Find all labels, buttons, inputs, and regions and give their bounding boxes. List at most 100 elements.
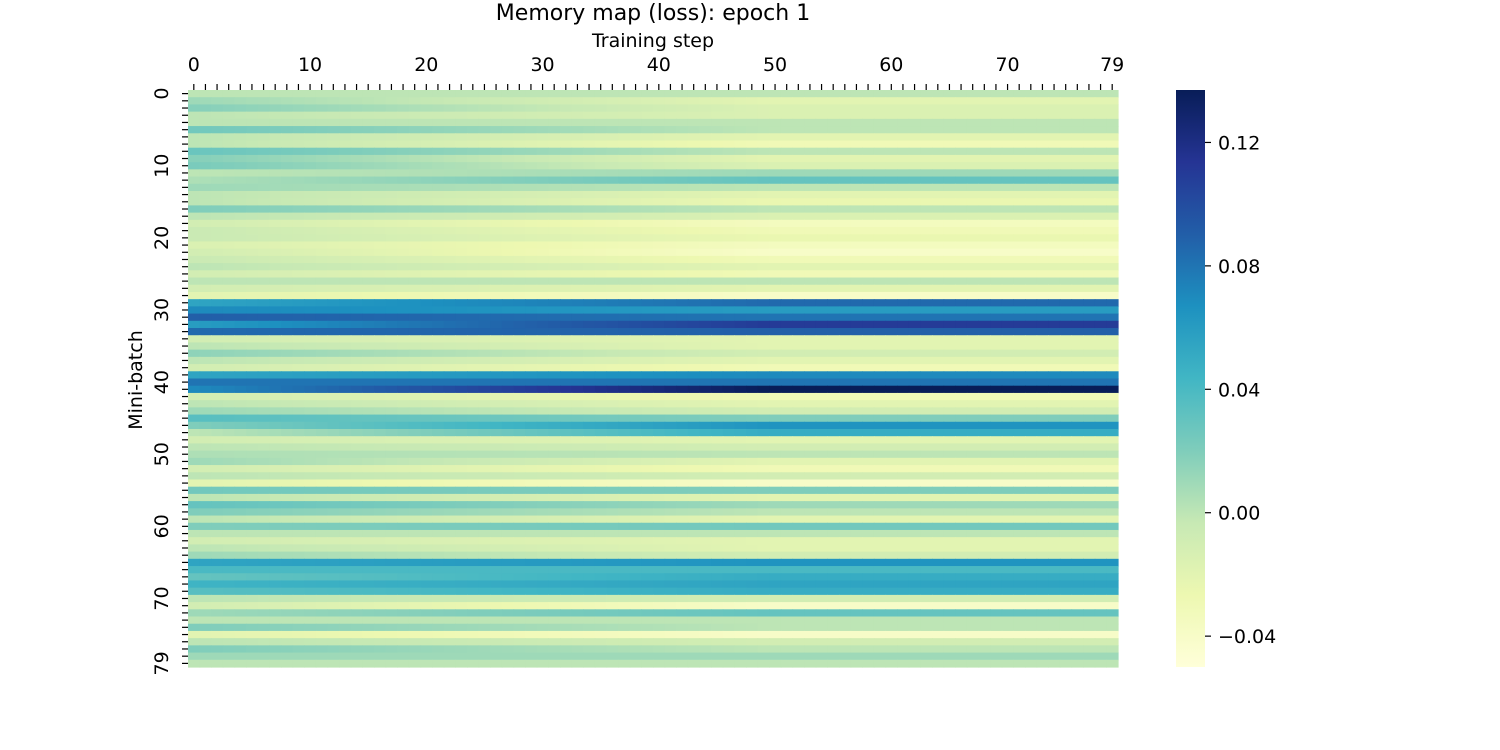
heatmap-cell — [420, 140, 433, 149]
heatmap-cell — [525, 529, 538, 538]
heatmap-cell — [292, 522, 305, 531]
heatmap-cell — [583, 529, 596, 538]
heatmap-cell — [955, 486, 968, 495]
heatmap-cell — [908, 190, 921, 199]
heatmap-cell — [1025, 90, 1038, 98]
heatmap-cell — [339, 465, 352, 473]
heatmap-cell — [1036, 356, 1049, 365]
heatmap-cell — [397, 241, 410, 250]
heatmap-cell — [827, 104, 840, 113]
heatmap-cell — [408, 169, 422, 178]
heatmap-cell — [1001, 291, 1014, 300]
heatmap-cell — [1083, 176, 1096, 185]
heatmap-cell — [676, 400, 689, 408]
heatmap-cell — [827, 90, 840, 98]
heatmap-cell — [292, 299, 305, 307]
heatmap-cell — [815, 241, 828, 250]
heatmap-cell — [943, 472, 956, 481]
heatmap-cell — [804, 465, 817, 473]
heatmap-cell — [780, 118, 794, 127]
heatmap-cell — [315, 508, 329, 517]
heatmap-cell — [687, 147, 701, 156]
heatmap-cell — [594, 371, 608, 380]
heatmap-cell — [211, 306, 224, 315]
heatmap-cell — [234, 515, 247, 524]
heatmap-cell — [653, 118, 666, 127]
heatmap-cell — [676, 421, 689, 430]
heatmap-cell — [746, 154, 759, 163]
heatmap-cell — [490, 118, 503, 127]
heatmap-cell — [629, 335, 642, 344]
heatmap-cell — [374, 493, 387, 502]
heatmap-cell — [525, 126, 538, 134]
heatmap-cell — [699, 90, 712, 98]
heatmap-cell — [780, 465, 794, 473]
heatmap-cell — [920, 493, 933, 502]
heatmap-cell — [943, 126, 956, 134]
heatmap-cell — [734, 501, 747, 509]
heatmap-cell — [769, 407, 782, 416]
heatmap-cell — [525, 479, 538, 488]
heatmap-cell — [1048, 306, 1061, 315]
heatmap-cell — [734, 508, 747, 517]
heatmap-cell — [583, 364, 596, 372]
heatmap-cell — [188, 443, 201, 452]
heatmap-cell — [1083, 183, 1096, 192]
heatmap-cell — [932, 529, 945, 538]
heatmap-cell — [292, 400, 305, 408]
heatmap-cell — [664, 299, 677, 307]
heatmap-cell — [839, 190, 852, 199]
heatmap-cell — [560, 284, 573, 293]
heatmap-cell — [571, 190, 584, 199]
heatmap-cell — [757, 111, 770, 120]
heatmap-cell — [513, 255, 526, 264]
heatmap-cell — [990, 472, 1003, 481]
heatmap-cell — [281, 234, 294, 243]
heatmap-cell — [327, 255, 340, 264]
heatmap-cell — [757, 212, 770, 221]
heatmap-cell — [978, 306, 991, 315]
heatmap-cell — [746, 335, 759, 344]
heatmap-cell — [571, 126, 584, 134]
heatmap-cell — [292, 501, 305, 509]
heatmap-cell — [827, 378, 840, 387]
heatmap-cell — [990, 479, 1003, 488]
heatmap-cell — [315, 198, 329, 206]
heatmap-cell — [362, 118, 375, 127]
heatmap-cell — [1025, 104, 1038, 113]
heatmap-cell — [711, 126, 724, 134]
heatmap-cell — [1059, 501, 1073, 509]
heatmap-cell — [594, 457, 608, 466]
heatmap-cell — [339, 335, 352, 344]
heatmap-cell — [397, 537, 410, 545]
heatmap-cell — [827, 154, 840, 163]
heatmap-cell — [234, 371, 247, 380]
heatmap-cell — [350, 392, 363, 401]
heatmap-cell — [501, 472, 515, 481]
heatmap-cell — [873, 97, 887, 106]
heatmap-cell — [955, 407, 968, 416]
heatmap-cell — [780, 493, 794, 502]
heatmap-cell — [839, 97, 852, 106]
heatmap-cell — [908, 291, 921, 300]
heatmap-cell — [385, 479, 398, 488]
heatmap-cell — [327, 205, 340, 214]
heatmap-cell — [327, 486, 340, 495]
heatmap-cell — [676, 479, 689, 488]
heatmap-cell — [188, 537, 201, 545]
heatmap-cell — [246, 493, 259, 502]
heatmap-cell — [455, 342, 468, 351]
heatmap-cell — [920, 126, 933, 134]
heatmap-cell — [722, 183, 735, 192]
heatmap-cell — [664, 111, 677, 120]
heatmap-cell — [1059, 104, 1073, 113]
heatmap-cell — [722, 234, 735, 243]
heatmap-cell — [1025, 371, 1038, 380]
heatmap-cell — [315, 212, 329, 221]
heatmap-cell — [1106, 299, 1119, 307]
heatmap-cell — [804, 493, 817, 502]
heatmap-cell — [490, 508, 503, 517]
heatmap-cell — [606, 154, 619, 163]
heatmap-cell — [269, 154, 282, 163]
heatmap-cell — [1001, 428, 1014, 437]
